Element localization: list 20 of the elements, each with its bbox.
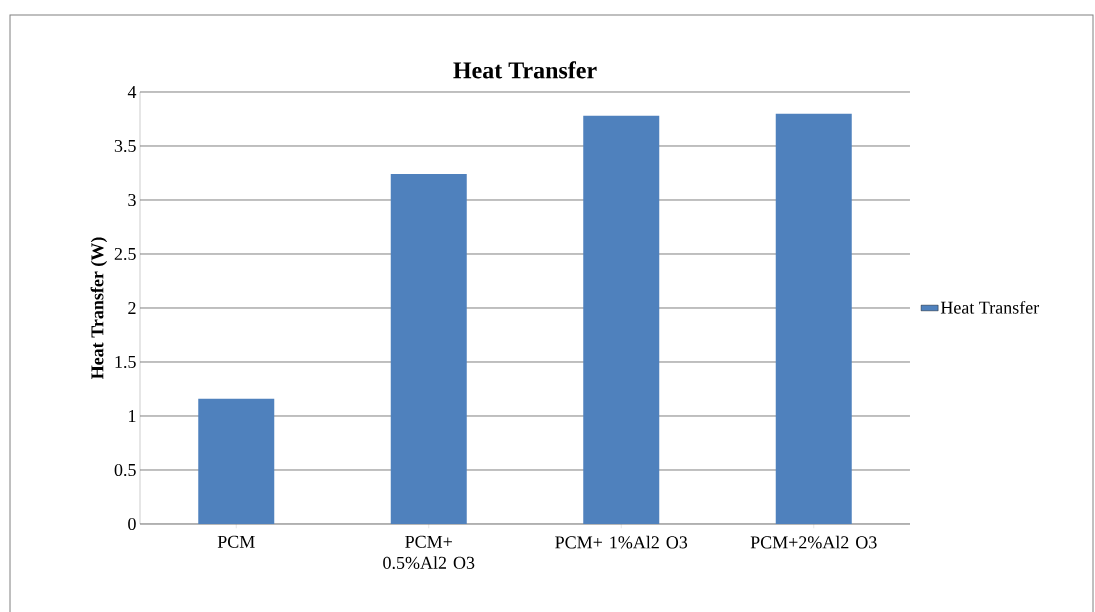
y-tick-label: 3 bbox=[128, 193, 136, 207]
x-tick-label: PCM bbox=[217, 535, 255, 548]
x-tick-label: PCM+2%Al2 O3 bbox=[750, 535, 877, 549]
y-axis-title: Heat Transfer (W) bbox=[90, 237, 108, 379]
x-tick-label: PCM+ 1%Al2 O3 bbox=[555, 535, 688, 549]
y-tick-label: 3.5 bbox=[114, 139, 136, 153]
y-tick-label: 0.5 bbox=[114, 463, 136, 477]
bar bbox=[775, 113, 852, 524]
x-tick-label: PCM+ 0.5%Al2 O3 bbox=[383, 535, 475, 569]
y-tick-label: 1.5 bbox=[115, 355, 136, 369]
bar bbox=[198, 398, 275, 524]
y-tick-label: 2 bbox=[128, 302, 136, 314]
y-tick-label: 0 bbox=[128, 517, 136, 531]
y-tick-label: 2.5 bbox=[114, 247, 136, 261]
bar bbox=[390, 174, 467, 524]
chart-title: Heat Transfer bbox=[453, 61, 597, 79]
y-tick-label: 4 bbox=[127, 86, 137, 98]
y-tick-label: 1 bbox=[129, 410, 136, 422]
bar bbox=[583, 115, 660, 524]
legend-label: Heat Transfer bbox=[940, 300, 1040, 314]
